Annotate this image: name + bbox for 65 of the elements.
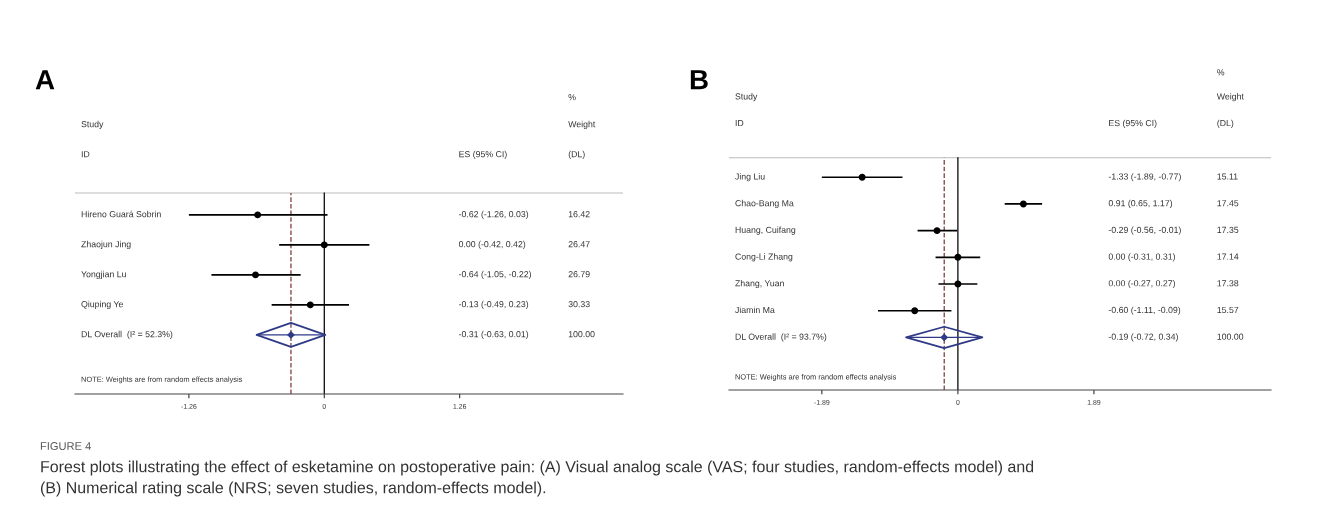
y-tick-label: Zhaojun Jing [81,240,131,249]
annotation: 0.00 (-0.31, 0.31) [1108,253,1175,262]
point [252,271,259,279]
point [911,307,919,315]
annotation: -0.13 (-0.49, 0.23) [458,300,529,309]
y-tick-label: DL Overall (I² = 52.3%) [81,330,173,339]
point [320,241,328,249]
point [287,331,295,339]
annotation: 17.14 [1217,253,1239,260]
y-tick-label: Chao-Bang Ma [735,199,794,209]
point [940,333,948,342]
text: ES (95% CI) [1109,119,1157,128]
annotation: 0.00 (-0.42, 0.42) [458,240,526,249]
y-tick-label: Huang, Cuifang [735,226,796,235]
text: (B) Numerical rating scale (NRS; seven studies, random-effects model). [40,481,546,497]
annotation: 100.00 [568,331,595,338]
point [306,301,314,309]
text: % [1217,69,1225,76]
y-tick-label: Hireno Guará Sobrin [81,210,161,218]
point [954,280,962,288]
point [1019,200,1027,208]
text: ID [735,120,744,127]
text: Weight [568,120,596,129]
annotation: -0.64 (-1.05, -0.22) [458,270,532,279]
y-tick-label: Qiuping Ye [81,300,123,309]
point [858,173,866,181]
annotation: 0.91 (0.65, 1.17) [1108,199,1173,209]
annotation: 26.79 [568,271,590,278]
point [933,227,941,235]
y-tick-label: DL Overall (I² = 93.7%) [735,333,827,342]
y-tick-label: Cong-Li Zhang [735,253,793,262]
annotation: 100.00 [1217,333,1244,340]
annotation: -0.31 (-0.63, 0.01) [458,330,529,339]
chart-title: B [690,70,708,90]
y-tick-label: Jiamin Ma [735,306,775,314]
annotation: -0.29 (-0.56, -0.01) [1108,226,1181,235]
annotation: 17.35 [1217,226,1239,233]
annotation: -0.19 (-0.72, 0.34) [1108,333,1178,342]
point [254,211,262,219]
y-tick-label: Yongjian Lu [81,270,126,279]
text: ES (95% CI) [459,150,507,159]
annotation: 17.38 [1217,280,1239,287]
text: ID [81,151,90,158]
chart-title: A [35,70,55,90]
annotation: 15.57 [1217,306,1239,314]
annotation: -1.33 (-1.89, -0.77) [1108,173,1181,182]
annotation: 17.45 [1217,200,1239,207]
point [954,253,962,261]
y-tick-label: Zhang, Yuan [735,279,784,289]
annotation: 30.33 [568,301,590,308]
y-tick-label: Jing Liu [735,173,765,182]
annotation: 26.47 [568,241,590,248]
annotation: 16.42 [568,211,590,218]
text: % [568,94,576,101]
text: Study [81,120,104,129]
text: (DL) [568,150,585,159]
annotation: 0.00 (-0.27, 0.27) [1108,279,1175,289]
caption: FIGURE 4 [40,442,91,450]
text: Forest plots illustrating the effect of esketamine on postoperative pain: (A) Visual analog scale (VAS; four studies, random-effects model) and [41,460,1034,476]
text: Study [735,93,758,102]
text: (DL) [1217,119,1234,128]
annotation: -0.60 (-1.11, -0.09) [1108,306,1181,315]
text: Weight [1216,93,1244,102]
annotation: -0.62 (-1.26, 0.03) [458,210,529,219]
annotation: 15.11 [1217,173,1238,180]
